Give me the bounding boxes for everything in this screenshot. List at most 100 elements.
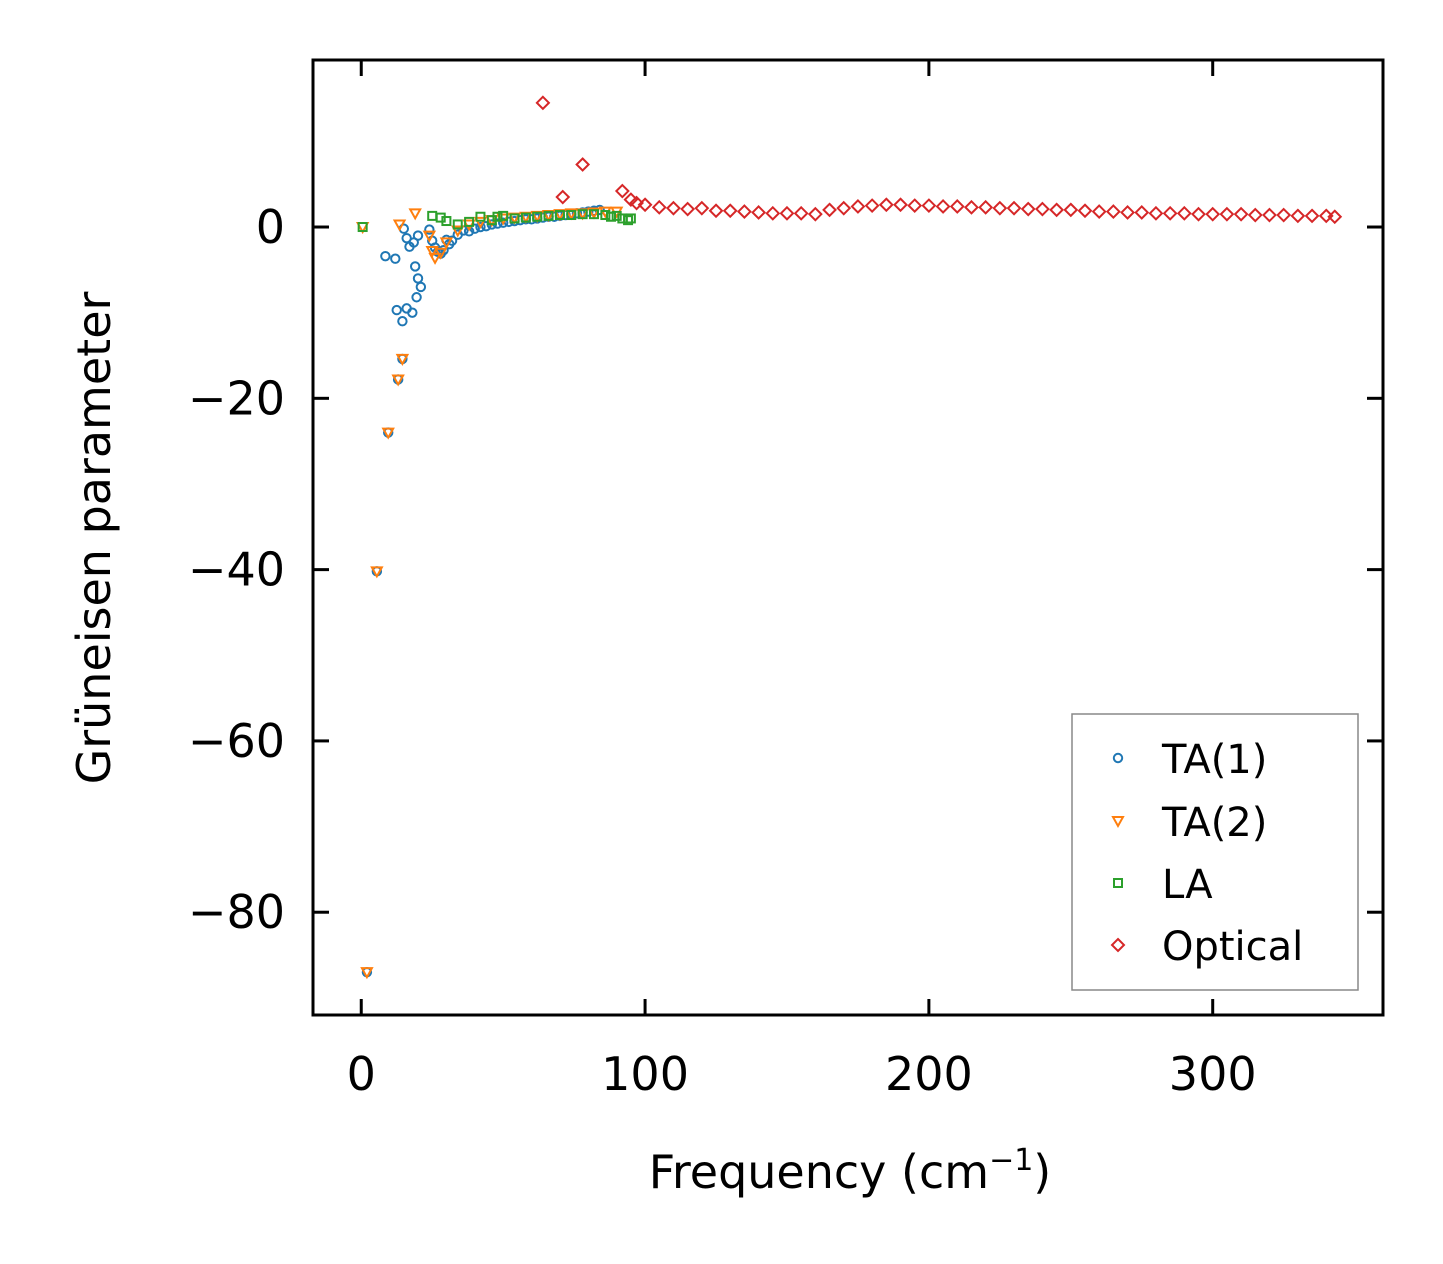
data-point [391, 304, 402, 316]
data-point [614, 183, 630, 199]
data-point [408, 208, 422, 221]
data-point [751, 205, 767, 220]
data-point [836, 200, 852, 216]
data-point [850, 199, 866, 214]
data-point [1290, 208, 1306, 224]
data-point [1162, 205, 1178, 221]
data-point [694, 200, 710, 216]
series-optical [535, 95, 1343, 225]
data-point [497, 217, 509, 228]
data-point [611, 210, 622, 221]
data-point [623, 215, 634, 226]
data-point [907, 198, 923, 214]
data-point [637, 197, 653, 213]
y-tick-label: −20 [188, 371, 285, 425]
legend-label-optical: Optical [1162, 924, 1303, 970]
data-point [651, 199, 667, 215]
data-point [1020, 201, 1036, 217]
data-point [380, 250, 391, 262]
data-point [555, 189, 571, 205]
x-tick-label: 100 [601, 1047, 689, 1101]
data-point [391, 374, 405, 387]
legend-marker-4 [1110, 937, 1126, 953]
legend-label-ta1: TA(1) [1161, 737, 1267, 783]
data-point [566, 210, 577, 221]
legend-marker-3 [1113, 878, 1123, 888]
data-point [722, 203, 738, 219]
data-point [452, 219, 463, 230]
data-point [1191, 206, 1206, 222]
data-point [441, 216, 452, 227]
data-point [765, 205, 781, 221]
data-point [793, 205, 809, 221]
data-point [357, 222, 368, 233]
legend-marker-2 [1111, 816, 1125, 829]
data-point [509, 213, 520, 224]
x-tick-label: 0 [347, 1047, 376, 1101]
data-point [583, 206, 594, 217]
data-point [415, 281, 427, 293]
data-point [434, 247, 448, 260]
data-point [1006, 200, 1022, 216]
data-point [949, 199, 965, 214]
data-point [520, 212, 531, 223]
data-point [360, 967, 374, 980]
data-point [935, 199, 951, 214]
data-point [395, 353, 410, 366]
data-point [1148, 205, 1164, 221]
data-point [575, 157, 591, 172]
data-point [1120, 205, 1135, 220]
y-tick-label: −80 [188, 885, 285, 939]
legend-label-la: LA [1162, 862, 1213, 908]
series-la [357, 209, 636, 233]
data-point [422, 230, 437, 243]
data-point [600, 210, 611, 221]
series-layer [355, 95, 1343, 980]
data-point [588, 209, 599, 220]
data-point [1276, 207, 1292, 223]
data-point [1205, 206, 1221, 222]
data-point [893, 197, 908, 213]
data-point [492, 211, 503, 222]
data-point [475, 211, 486, 222]
x-axis-label: Frequency (cm−1) [649, 1143, 1052, 1199]
data-point [577, 209, 588, 220]
data-point [629, 195, 644, 211]
data-point [864, 198, 880, 214]
y-tick-label: 0 [256, 200, 285, 254]
plot-frame [311, 58, 1385, 1017]
data-point [475, 221, 486, 233]
data-point [407, 307, 418, 318]
data-point [625, 213, 636, 224]
data-point [451, 225, 465, 238]
tick-layer: 0 100 200 300 0 −20 −40 −60 −80 [188, 60, 1383, 1101]
y-tick-label: −60 [188, 714, 285, 768]
data-point [1049, 202, 1065, 218]
data-point [446, 235, 458, 246]
data-point [666, 200, 681, 216]
data-point [535, 95, 551, 111]
data-point [779, 205, 795, 221]
data-point [409, 261, 421, 272]
data-point [992, 200, 1008, 216]
data-point [1233, 206, 1249, 222]
legend-marker-1 [1112, 752, 1124, 764]
data-point [532, 211, 543, 222]
data-point [412, 230, 424, 241]
data-point [606, 211, 617, 222]
data-point [1304, 208, 1320, 224]
data-point [1134, 205, 1150, 220]
y-tick-label: −40 [188, 543, 285, 597]
data-point [397, 316, 408, 327]
data-point [463, 226, 475, 237]
data-point [412, 273, 424, 284]
data-point [370, 566, 384, 579]
data-point [464, 216, 475, 227]
data-point [425, 246, 439, 259]
data-point [1105, 204, 1121, 220]
data-point [381, 427, 395, 440]
data-point [587, 207, 601, 220]
data-point [554, 210, 565, 221]
legend-markers [1110, 752, 1126, 953]
data-point [543, 210, 554, 221]
